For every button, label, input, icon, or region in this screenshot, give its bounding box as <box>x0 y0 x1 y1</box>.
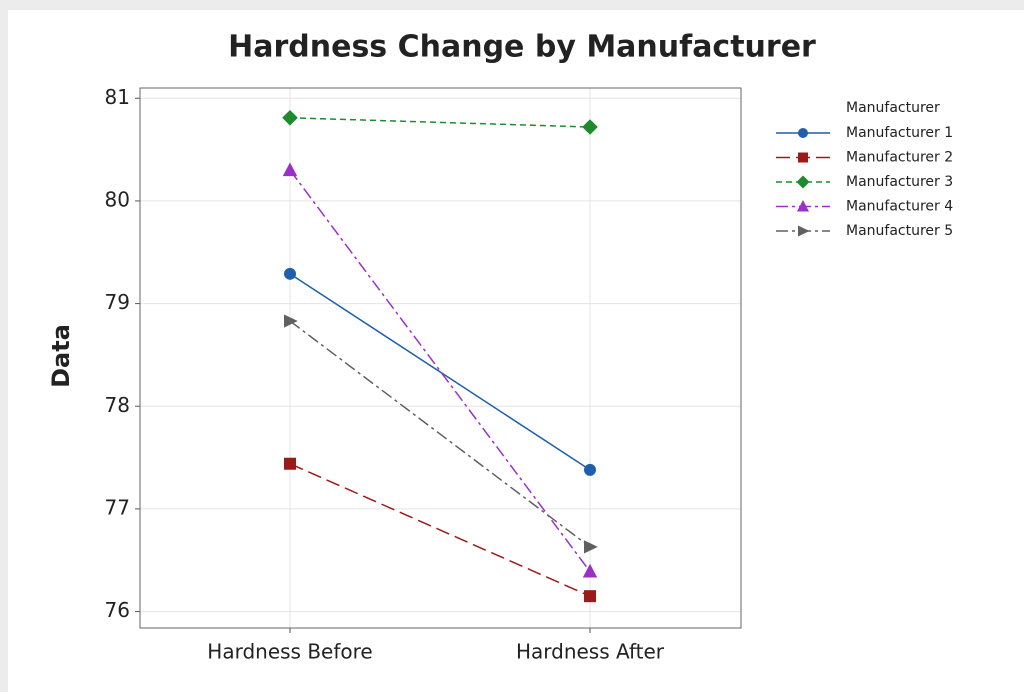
legend-marker <box>796 175 810 189</box>
legend-marker <box>798 128 808 138</box>
series-line <box>289 117 591 128</box>
series-line <box>289 463 591 597</box>
legend-marker <box>798 152 808 163</box>
legend-label: Manufacturer 2 <box>846 150 953 166</box>
x-tick-label: Hardness Before <box>207 640 372 664</box>
x-tick-label: Hardness After <box>516 640 665 664</box>
y-tick-label: 76 <box>105 598 130 622</box>
data-point <box>284 457 296 470</box>
panel <box>8 10 1024 692</box>
plot-frame <box>139 87 742 629</box>
data-point <box>582 119 598 135</box>
data-point <box>584 540 598 554</box>
data-point <box>584 590 596 603</box>
legend-marker <box>797 200 809 212</box>
series-line <box>289 169 591 572</box>
chart-title: Hardness Change by Manufacturer <box>228 30 816 65</box>
legend-label: Manufacturer 1 <box>846 125 953 141</box>
y-tick-label: 81 <box>105 85 130 109</box>
legend-label: Manufacturer 3 <box>846 174 953 190</box>
data-point <box>582 563 598 578</box>
y-tick-label: 77 <box>105 495 130 519</box>
y-tick-label: 79 <box>105 290 130 314</box>
legend-marker <box>798 225 810 237</box>
series-line <box>289 320 591 548</box>
legend-label: Manufacturer 4 <box>846 199 953 215</box>
data-point <box>284 267 296 280</box>
legend-title: Manufacturer <box>846 100 940 116</box>
data-point <box>584 463 596 476</box>
data-point <box>282 109 298 126</box>
legend-label: Manufacturer 5 <box>846 223 953 239</box>
data-point <box>284 314 298 328</box>
y-tick-label: 78 <box>105 393 130 417</box>
y-axis-label: Data <box>47 324 75 388</box>
series-line <box>289 273 591 471</box>
y-tick-label: 80 <box>105 187 130 211</box>
data-point <box>282 162 298 177</box>
